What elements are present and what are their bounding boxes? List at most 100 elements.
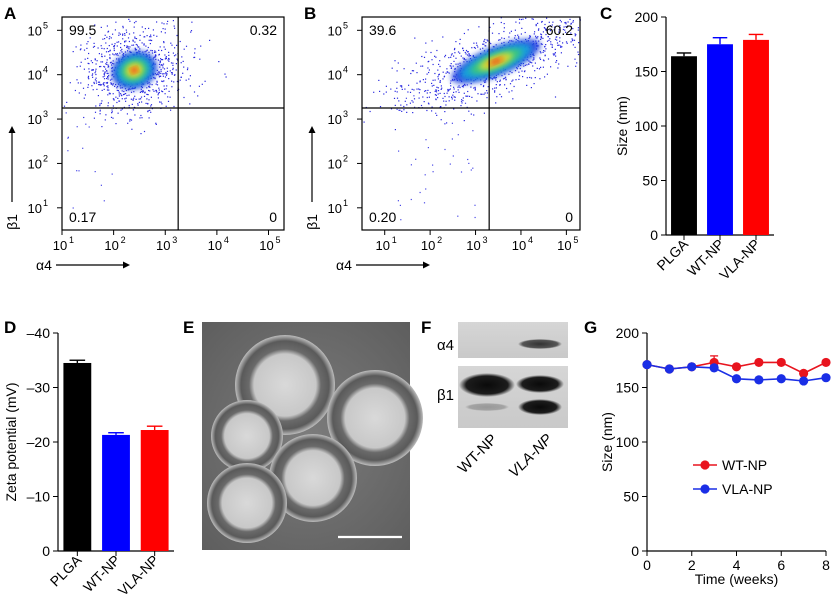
scatter-point: [450, 67, 453, 69]
scatter-point: [151, 52, 154, 54]
y-tick-label: 0: [631, 543, 639, 559]
scatter-point: [570, 23, 572, 25]
panel-letter-f: F: [421, 318, 431, 337]
scatter-point: [168, 51, 170, 53]
scatter-point: [132, 39, 134, 41]
scatter-point: [426, 92, 428, 94]
scatter-point: [83, 116, 85, 119]
scatter-point: [134, 41, 136, 43]
scatter-point: [158, 63, 161, 65]
scatter-point: [457, 63, 459, 65]
scatter-point: [161, 90, 163, 92]
scatter-point: [165, 105, 167, 107]
scatter-point: [396, 70, 398, 72]
scatter-point: [104, 119, 106, 121]
scatter-point: [399, 204, 401, 206]
scatter-point: [162, 91, 164, 93]
scatter-point: [164, 32, 166, 34]
scatter-point: [91, 85, 93, 87]
scatter-point: [508, 36, 510, 38]
x-tick-label: 10: [53, 238, 67, 253]
scatter-point: [167, 96, 169, 98]
scatter-point: [103, 85, 105, 87]
scatter-point: [480, 83, 482, 86]
scatter-point: [126, 45, 128, 47]
scatter-point: [98, 53, 100, 55]
scatter-point: [416, 72, 418, 74]
scatter-point: [562, 28, 564, 31]
scatter-point: [460, 105, 462, 107]
scatter-point: [470, 83, 472, 85]
scatter-point: [465, 53, 467, 55]
scatter-point: [106, 82, 108, 84]
scatter-point: [504, 77, 506, 79]
scatter-point: [441, 87, 443, 89]
scatter-point: [99, 113, 101, 115]
scatter-point: [105, 42, 107, 44]
scatter-point: [173, 105, 175, 108]
scatter-point: [133, 97, 135, 99]
scatter-point: [554, 48, 556, 50]
scatter-point: [401, 88, 403, 90]
scatter-point: [167, 20, 169, 22]
scatter-point: [97, 81, 100, 83]
scatter-point: [87, 77, 89, 79]
scatter-point: [158, 54, 160, 56]
scatter-point: [83, 49, 86, 51]
scatter-point: [550, 43, 552, 45]
scatter-point: [416, 82, 418, 84]
scatter-point: [412, 112, 414, 114]
x-axis-label: Time (weeks): [695, 571, 779, 587]
y-tick-label: 150: [616, 380, 640, 396]
scatter-point: [540, 43, 542, 45]
scatter-point: [162, 75, 164, 77]
scatter-point: [421, 55, 423, 58]
scatter-point: [390, 108, 393, 110]
scatter-point: [396, 81, 398, 83]
scatter-point: [467, 158, 469, 161]
scatter-point: [141, 86, 143, 89]
scatter-point: [462, 57, 464, 59]
scatter-point: [518, 37, 520, 39]
scatter-point: [439, 65, 441, 68]
scatter-point: [537, 22, 539, 24]
scatter-point: [156, 73, 159, 75]
scatter-point: [103, 75, 106, 77]
scatter-point: [156, 74, 158, 76]
scatter-point: [468, 162, 470, 164]
scatter-point: [535, 35, 537, 37]
scatter-point: [450, 80, 452, 82]
scatter-point: [555, 61, 557, 63]
scatter-point: [76, 126, 78, 128]
scatter-point: [549, 25, 551, 27]
scatter-point: [396, 87, 398, 89]
scatter-point: [563, 26, 565, 28]
scatter-point: [157, 94, 159, 96]
scatter-point: [433, 84, 435, 86]
scatter-point: [99, 110, 101, 112]
scatter-point: [522, 76, 524, 78]
scatter-point: [516, 68, 518, 70]
scatter-point: [104, 66, 106, 68]
scatter-point: [449, 65, 451, 67]
scatter-point: [141, 42, 143, 44]
scatter-point: [110, 37, 112, 39]
y-tick-exponent: 1: [43, 198, 48, 208]
scatter-point: [151, 50, 153, 52]
scatter-point: [155, 122, 157, 124]
scatter-point: [501, 42, 503, 44]
series-vla-np-point: [731, 374, 742, 384]
scatter-point: [114, 43, 116, 45]
panel-letter-a: A: [4, 4, 16, 23]
scatter-point: [153, 90, 155, 92]
scatter-point: [169, 70, 171, 72]
scatter-point: [462, 86, 464, 88]
scatter-point: [439, 60, 441, 62]
scatter-point: [418, 92, 420, 94]
scatter-point: [107, 76, 109, 78]
scatter-point: [87, 84, 89, 86]
scatter-point: [111, 173, 113, 175]
scatter-point: [120, 46, 122, 49]
scatter-point: [455, 41, 457, 43]
scatter-point: [483, 43, 485, 45]
